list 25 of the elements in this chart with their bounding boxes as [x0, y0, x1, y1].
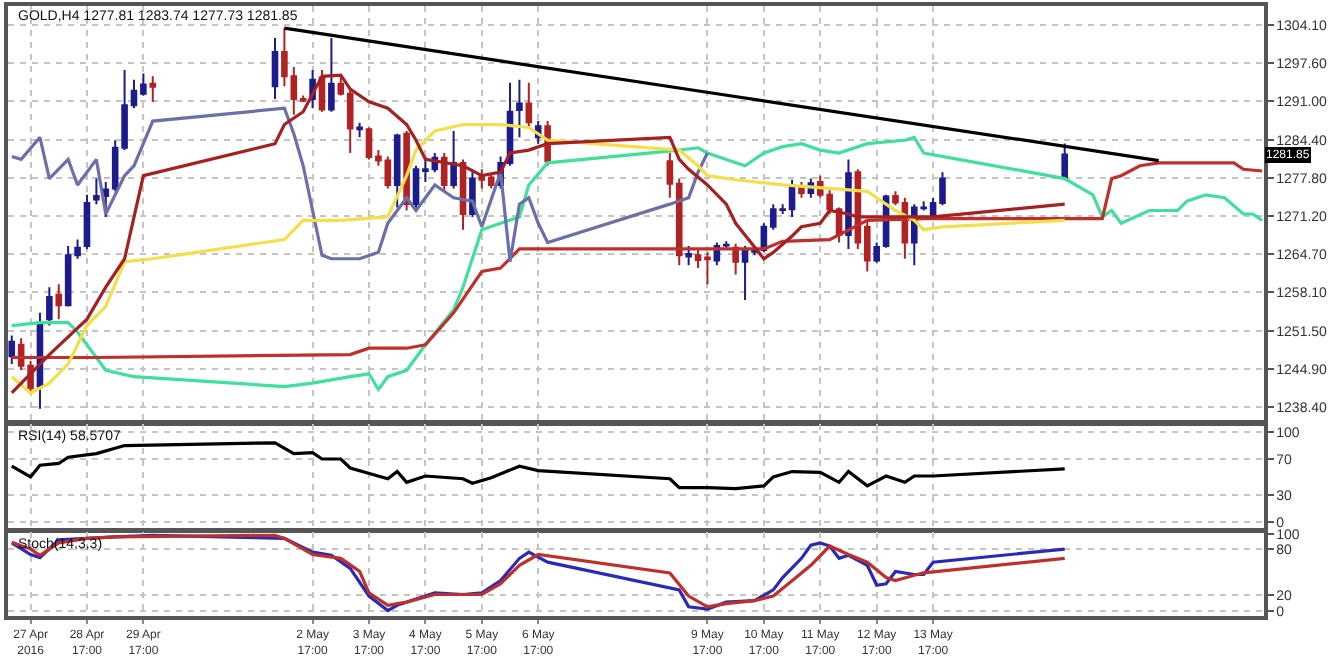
candlestick [685, 244, 692, 267]
candlestick [356, 121, 363, 139]
line-series [10, 135, 1264, 392]
candlestick [516, 78, 523, 139]
candlestick [328, 36, 335, 113]
candlestick [55, 283, 63, 321]
candlestick [8, 334, 16, 365]
candlestick [271, 36, 279, 100]
candlestick [102, 181, 110, 218]
candlestick [83, 193, 91, 250]
candlestick [525, 81, 533, 129]
candlestick [732, 242, 739, 276]
line-series [10, 73, 1067, 395]
candlestick [487, 172, 495, 190]
line-series [10, 106, 710, 264]
candlestick [450, 129, 457, 190]
candlestick [93, 177, 100, 206]
line-series [10, 122, 1067, 395]
candlestick [393, 132, 401, 209]
line-series [10, 441, 1067, 491]
line-series [10, 161, 1264, 360]
candlestick [1061, 142, 1068, 180]
candlestick [741, 244, 749, 301]
candlestick [149, 75, 157, 103]
candlestick [46, 286, 53, 327]
